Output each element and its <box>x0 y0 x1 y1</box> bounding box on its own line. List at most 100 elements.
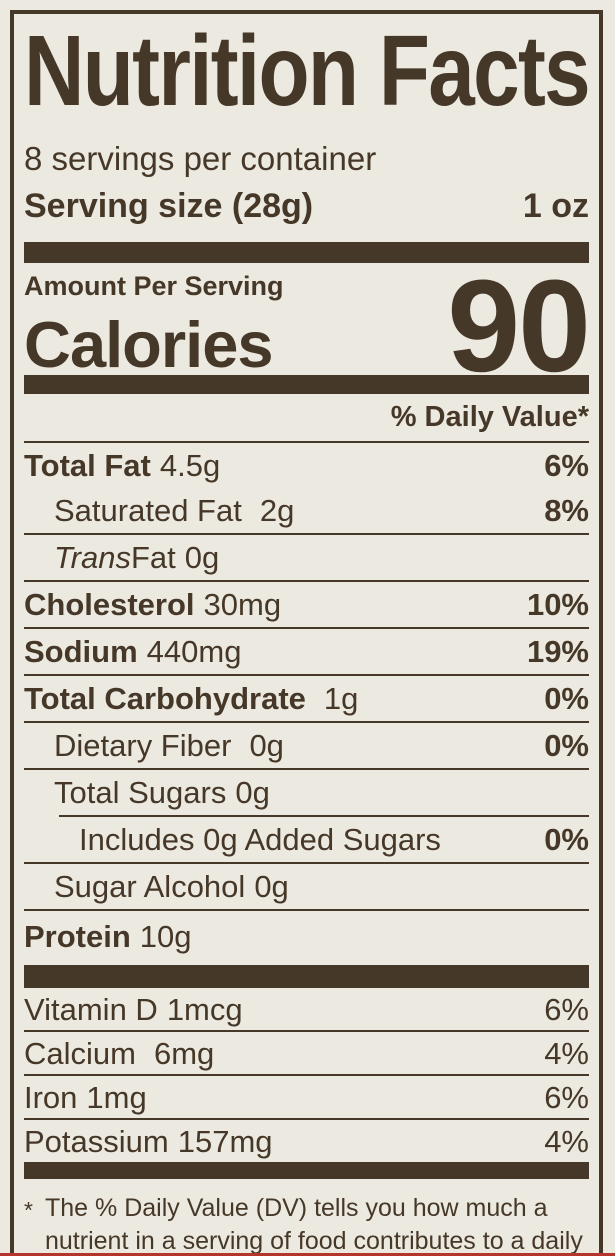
nutrient-text: Saturated Fat 2g <box>54 495 294 526</box>
vitamin-daily-value: 6% <box>544 1079 589 1115</box>
nutrient-name: Sugar Alcohol <box>54 869 246 904</box>
nutrient-name: Saturated Fat <box>54 493 242 528</box>
divider <box>24 533 589 535</box>
vitamin-daily-value: 6% <box>544 991 589 1027</box>
nutrient-row-trans-fat: TransFat 0g <box>24 535 589 580</box>
nutrient-row-added-sugars: Includes 0g Added Sugars 0% <box>24 817 589 862</box>
daily-value-footnote: * The % Daily Value (DV) tells you how m… <box>24 1179 589 1256</box>
nutrient-amount: 2g <box>259 493 295 528</box>
thick-separator-bar <box>24 242 589 263</box>
nutrient-name: Total Fat <box>24 448 151 483</box>
nutrient-name: Total Carbohydrate <box>24 681 306 716</box>
nutrient-amount: 440mg <box>146 634 242 669</box>
divider-indented <box>59 815 589 817</box>
nutrient-amount: 1g <box>323 681 359 716</box>
nutrient-name: Dietary Fiber <box>54 728 232 763</box>
divider <box>24 768 589 770</box>
nutrient-text: Total Fat 4.5g <box>24 450 220 481</box>
divider <box>24 580 589 582</box>
nutrient-row-total-carbohydrate: Total Carbohydrate 1g 0% <box>24 676 589 721</box>
panel-title-text: Nutrition Facts <box>24 28 589 112</box>
nutrient-row-cholesterol: Cholesterol 30mg 10% <box>24 582 589 627</box>
vitamin-name: Vitamin D <box>24 991 158 1027</box>
serving-size-value: 1 oz <box>522 187 589 225</box>
nutrient-daily-value: 0% <box>544 681 589 716</box>
vitamin-daily-value: 4% <box>544 1123 589 1159</box>
nutrient-amount: 0g <box>254 869 289 904</box>
nutrient-name: Total Sugars <box>54 775 227 810</box>
nutrient-row-sodium: Sodium 440mg 19% <box>24 629 589 674</box>
divider <box>24 1118 589 1120</box>
nutrient-daily-value: 6% <box>544 448 589 483</box>
vitamin-text: Potassium 157mg <box>24 1126 273 1157</box>
nutrient-text: Includes 0g Added Sugars <box>79 824 441 855</box>
vitamin-name: Calcium <box>24 1035 136 1071</box>
calories-label: Calories <box>24 308 274 381</box>
nutrient-text: Cholesterol 30mg <box>24 589 281 620</box>
divider <box>24 674 589 676</box>
nutrient-daily-value: 19% <box>526 634 589 669</box>
vitamin-amount: 1mcg <box>166 991 243 1027</box>
nutrient-daily-value: 0% <box>544 822 589 857</box>
nutrient-text: TransFat 0g <box>54 542 219 573</box>
nutrient-name: Sodium <box>24 634 138 669</box>
footnote-text: The % Daily Value (DV) tells you how muc… <box>45 1194 583 1255</box>
nutrient-text: Total Carbohydrate 1g <box>24 683 358 714</box>
nutrient-text: Total Sugars 0g <box>54 777 270 808</box>
nutrient-amount: 0g <box>249 728 284 763</box>
nutrient-text: Protein 10g <box>24 921 192 952</box>
vitamin-amount: 157mg <box>177 1123 273 1159</box>
nutrient-row-sugar-alcohol: Sugar Alcohol 0g <box>24 864 589 909</box>
nutrient-row-total-sugars: Total Sugars 0g <box>24 770 589 815</box>
nutrient-amount: 30mg <box>203 587 282 622</box>
thick-separator-bar <box>24 1162 589 1179</box>
divider <box>24 721 589 723</box>
vitamin-text: Calcium 6mg <box>24 1038 214 1069</box>
panel-title: Nutrition Facts <box>24 28 591 112</box>
nutrient-daily-value: 0% <box>544 728 589 763</box>
nutrient-amount: 0g <box>184 540 220 575</box>
divider <box>24 862 589 864</box>
medium-separator-bar <box>24 375 589 394</box>
vitamin-amount: 1mg <box>86 1079 147 1115</box>
nutrient-text: Sugar Alcohol 0g <box>54 871 289 902</box>
divider <box>24 1030 589 1032</box>
nutrient-row-dietary-fiber: Dietary Fiber 0g 0% <box>24 723 589 768</box>
daily-value-header: % Daily Value* <box>24 394 589 443</box>
vitamin-row-iron: Iron 1mg 6% <box>24 1076 589 1118</box>
serving-size-row: Serving size (28g) 1 oz <box>24 189 589 223</box>
calories-value: 90 <box>447 252 591 400</box>
footnote-asterisk: * <box>24 1197 33 1223</box>
calories-block: Amount Per Serving Calories 90 <box>24 252 591 400</box>
servings-per-container: 8 servings per container <box>24 140 377 177</box>
nutrient-name: Fat <box>130 540 176 575</box>
nutrient-text: Dietary Fiber 0g <box>54 730 284 761</box>
nutrient-text: Sodium 440mg <box>24 636 241 667</box>
nutrient-amount: 10g <box>139 918 192 954</box>
vitamin-row-calcium: Calcium 6mg 4% <box>24 1032 589 1074</box>
vitamin-amount: 6mg <box>153 1035 215 1071</box>
nutrient-amount: 4.5g <box>159 448 221 483</box>
nutrient-daily-value: 8% <box>544 493 589 528</box>
divider <box>24 909 589 911</box>
nutrient-name: Cholesterol <box>24 587 195 622</box>
divider <box>24 1074 589 1076</box>
serving-size-label: Serving size (28g) <box>24 187 314 225</box>
nutrient-name: Protein <box>24 918 131 954</box>
vitamin-text: Vitamin D 1mcg <box>24 994 243 1025</box>
amount-per-serving-label: Amount Per Serving <box>24 271 284 301</box>
nutrient-row-saturated-fat: Saturated Fat 2g 8% <box>24 488 589 533</box>
nutrient-name: Includes 0g Added Sugars <box>79 822 441 857</box>
vitamin-row-potassium: Potassium 157mg 4% <box>24 1120 589 1162</box>
nutrition-facts-panel: Nutrition Facts 8 servings per container… <box>10 10 603 1256</box>
vitamin-name: Iron <box>24 1079 78 1115</box>
nutrient-amount: 0g <box>235 775 270 810</box>
vitamin-name: Potassium <box>24 1123 169 1159</box>
nutrient-row-total-fat: Total Fat 4.5g 6% <box>24 443 589 488</box>
nutrient-row-protein: Protein 10g <box>24 911 589 961</box>
bottom-edge-line <box>0 1253 615 1256</box>
divider <box>24 627 589 629</box>
nutrient-daily-value: 10% <box>526 587 589 622</box>
nutrient-name-italic: Trans <box>54 540 131 575</box>
